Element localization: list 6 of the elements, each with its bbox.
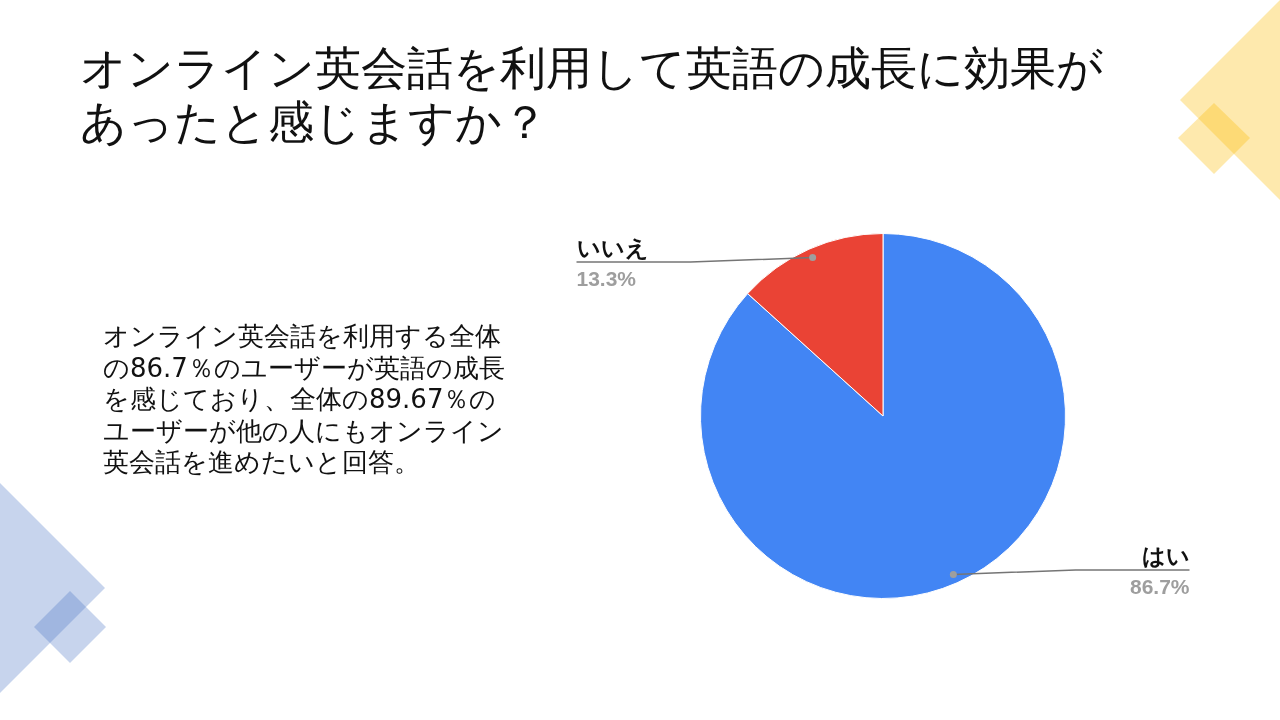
- chart-title: オンライン英会話を利用して英語の成長に効果があったと感じますか？: [80, 41, 1104, 149]
- text: オンライン英会話を利用する全体の86.7％のユーザーが英語の成長を感じており、全体の89.67％のユーザーが他の人にもオンライン英会話を進めたいと回答。: [103, 321, 506, 479]
- slice-label: はい: [1141, 542, 1190, 569]
- data-label: 86.7%: [1129, 574, 1190, 598]
- data-label: 13.3%: [576, 267, 637, 291]
- slice-label: いいえ: [576, 235, 649, 262]
